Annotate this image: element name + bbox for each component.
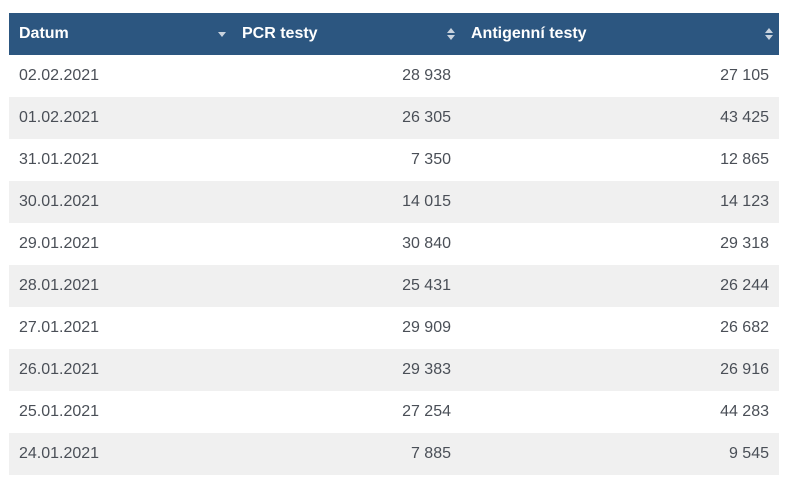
cell-antigen: 43 425 bbox=[720, 109, 769, 126]
cell-pcr: 29 383 bbox=[402, 361, 451, 378]
data-table-container: Datum PCR testy bbox=[9, 13, 779, 475]
cell-date: 24.01.2021 bbox=[19, 445, 100, 462]
table-row: 27.01.2021 29 909 26 682 bbox=[9, 307, 779, 349]
cell-pcr: 29 909 bbox=[402, 319, 451, 336]
column-header-date-label: Datum bbox=[19, 25, 69, 42]
table-row: 02.02.2021 28 938 27 105 bbox=[9, 55, 779, 97]
cell-date: 28.01.2021 bbox=[19, 277, 100, 294]
cell-pcr: 7 350 bbox=[410, 151, 451, 168]
cell-antigen: 12 865 bbox=[720, 151, 769, 168]
column-header-antigen[interactable]: Antigenní testy bbox=[461, 13, 779, 55]
table-row: 31.01.2021 7 350 12 865 bbox=[9, 139, 779, 181]
cell-pcr: 30 840 bbox=[402, 235, 451, 252]
column-header-pcr-label: PCR testy bbox=[242, 25, 318, 42]
cell-antigen: 44 283 bbox=[720, 403, 769, 420]
cell-date: 30.01.2021 bbox=[19, 193, 100, 210]
cell-antigen: 9 545 bbox=[728, 445, 769, 462]
table-row: 01.02.2021 26 305 43 425 bbox=[9, 97, 779, 139]
cell-date: 02.02.2021 bbox=[19, 67, 100, 84]
cell-pcr: 28 938 bbox=[402, 67, 451, 84]
cell-date: 31.01.2021 bbox=[19, 151, 100, 168]
table-row: 28.01.2021 25 431 26 244 bbox=[9, 265, 779, 307]
sort-unsorted-icon[interactable] bbox=[765, 26, 773, 42]
table-row: 30.01.2021 14 015 14 123 bbox=[9, 181, 779, 223]
cell-pcr: 25 431 bbox=[402, 277, 451, 294]
cell-date: 25.01.2021 bbox=[19, 403, 100, 420]
cell-date: 27.01.2021 bbox=[19, 319, 100, 336]
table-header-row: Datum PCR testy bbox=[9, 13, 779, 55]
column-header-antigen-label: Antigenní testy bbox=[471, 25, 587, 42]
column-header-date[interactable]: Datum bbox=[9, 13, 232, 55]
cell-date: 26.01.2021 bbox=[19, 361, 100, 378]
cell-date: 01.02.2021 bbox=[19, 109, 100, 126]
cell-antigen: 14 123 bbox=[720, 193, 769, 210]
cell-antigen: 26 244 bbox=[720, 277, 769, 294]
cell-pcr: 26 305 bbox=[402, 109, 451, 126]
cell-date: 29.01.2021 bbox=[19, 235, 100, 252]
cell-antigen: 29 318 bbox=[720, 235, 769, 252]
cell-antigen: 27 105 bbox=[720, 67, 769, 84]
cell-pcr: 7 885 bbox=[410, 445, 451, 462]
column-header-pcr[interactable]: PCR testy bbox=[232, 13, 461, 55]
cell-pcr: 27 254 bbox=[402, 403, 451, 420]
table-row: 26.01.2021 29 383 26 916 bbox=[9, 349, 779, 391]
cell-antigen: 26 916 bbox=[720, 361, 769, 378]
sort-unsorted-icon[interactable] bbox=[447, 26, 455, 42]
table-row: 24.01.2021 7 885 9 545 bbox=[9, 433, 779, 475]
cell-pcr: 14 015 bbox=[402, 193, 451, 210]
table-row: 25.01.2021 27 254 44 283 bbox=[9, 391, 779, 433]
tests-table: Datum PCR testy bbox=[9, 13, 779, 475]
table-row: 29.01.2021 30 840 29 318 bbox=[9, 223, 779, 265]
sort-desc-icon[interactable] bbox=[218, 26, 226, 42]
cell-antigen: 26 682 bbox=[720, 319, 769, 336]
